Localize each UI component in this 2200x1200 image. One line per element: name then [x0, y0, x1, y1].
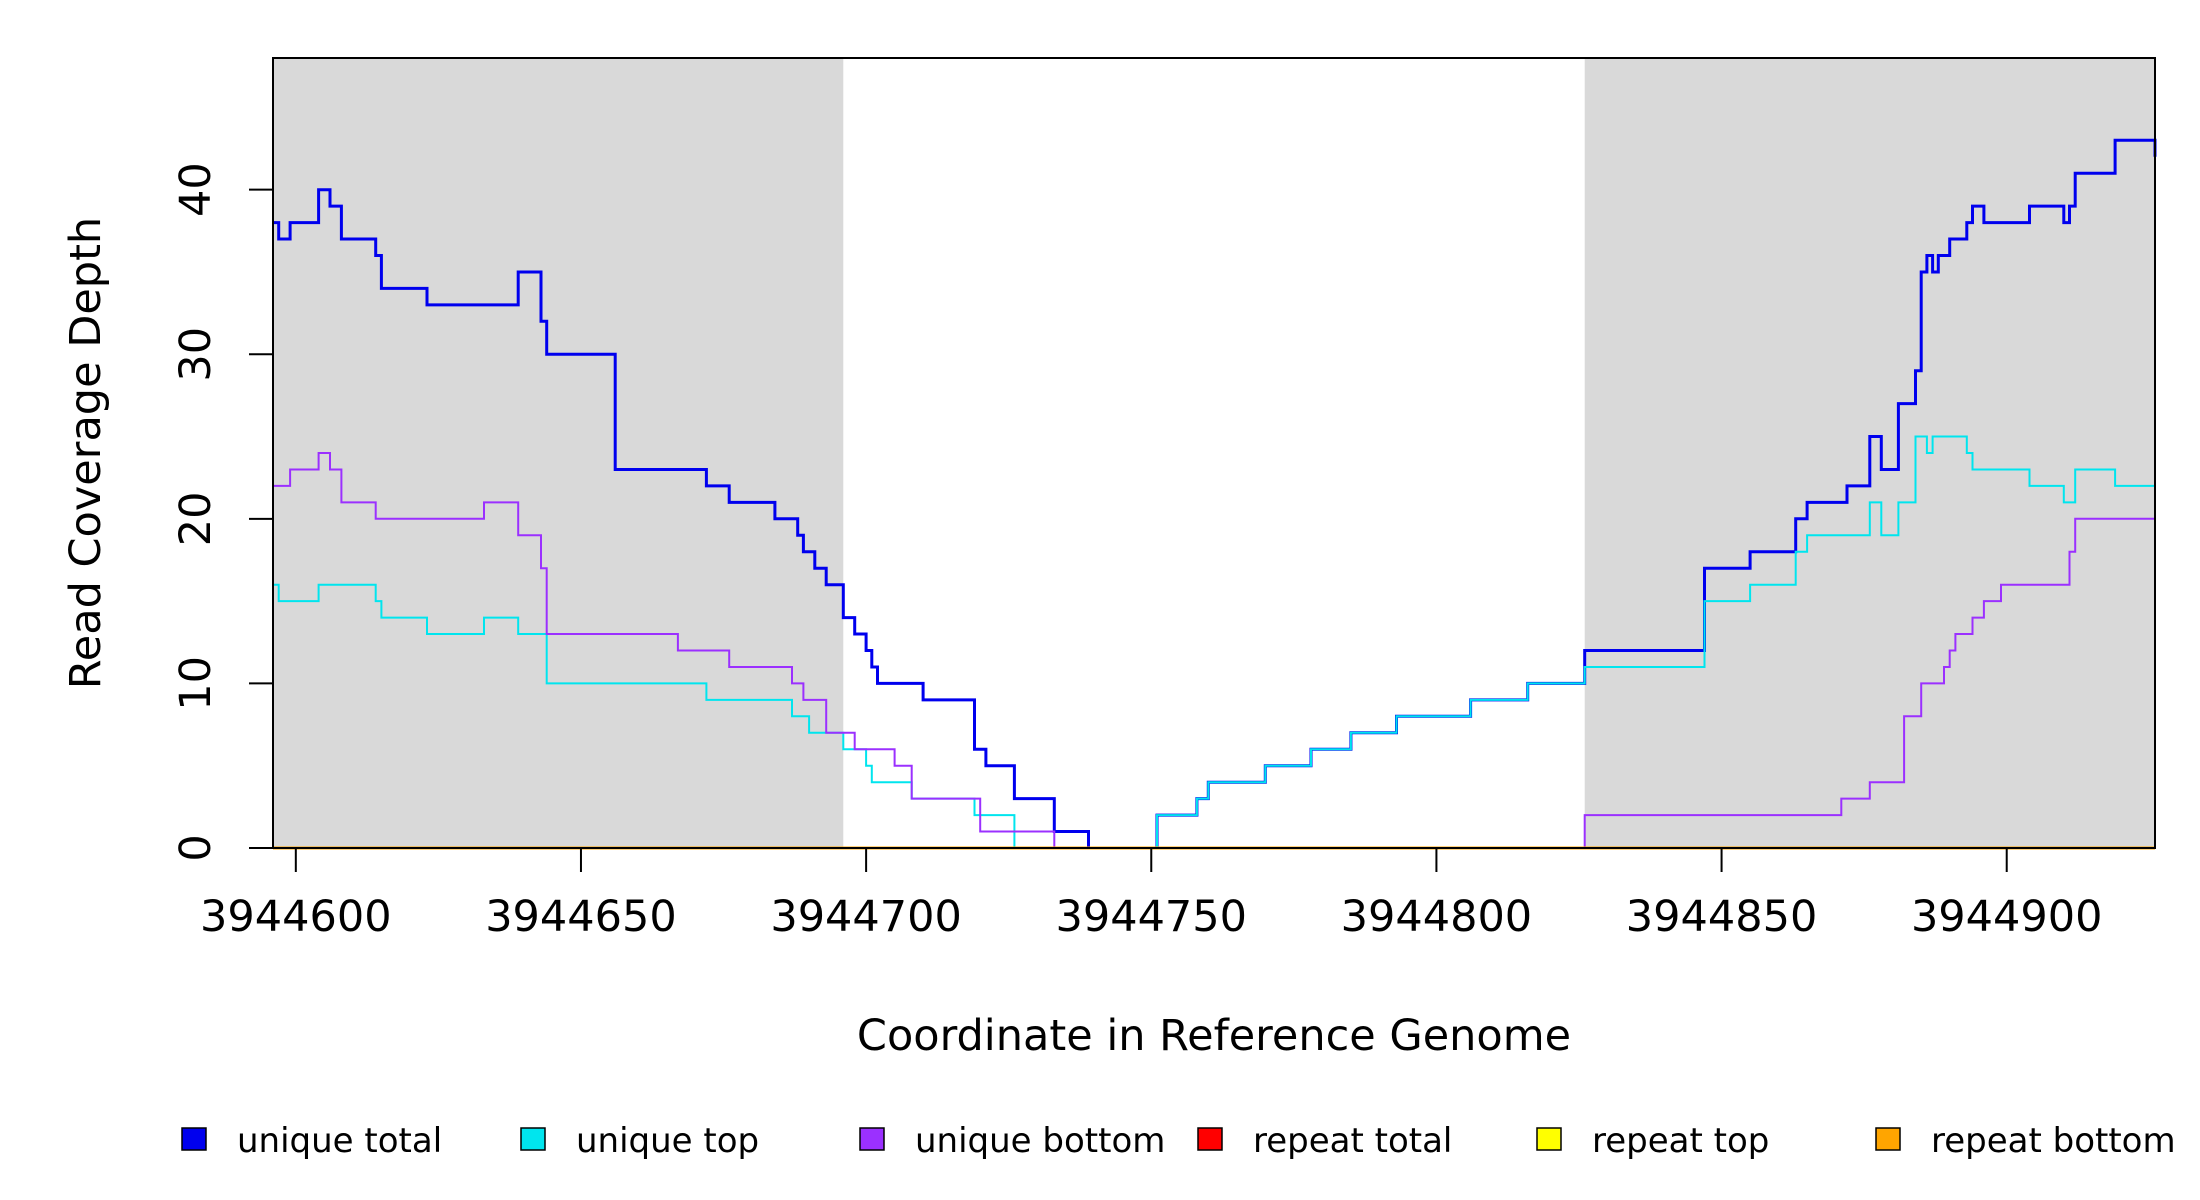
- legend-swatch: [1536, 1127, 1562, 1151]
- y-tick-label: 20: [171, 491, 221, 546]
- x-tick-label: 3944800: [1341, 892, 1533, 942]
- legend-label: repeat top: [1592, 1121, 1769, 1161]
- legend-label: unique bottom: [915, 1121, 1165, 1161]
- x-tick-label: 3944600: [200, 892, 392, 942]
- y-axis: 0 10 20 30 40: [171, 162, 273, 862]
- x-tick-label: 3944700: [770, 892, 962, 942]
- legend-label: repeat total: [1253, 1121, 1452, 1161]
- shaded-regions: [273, 58, 2155, 848]
- legend-label: unique total: [237, 1121, 442, 1161]
- legend-swatch: [181, 1127, 207, 1151]
- x-axis-label: Coordinate in Reference Genome: [857, 1011, 1571, 1061]
- x-tick-label: 3944900: [1911, 892, 2103, 942]
- legend-swatch: [859, 1127, 885, 1151]
- x-axis: 3944600 3944650 3944700 3944750 3944800 39448…: [200, 848, 2102, 942]
- y-tick-label: 30: [171, 327, 221, 382]
- shaded-region-1: [273, 58, 844, 848]
- y-tick-label: 10: [171, 656, 221, 711]
- legend-label: repeat bottom: [1931, 1121, 2176, 1161]
- x-tick-label: 3944850: [1626, 892, 1818, 942]
- series-line-unique-top: [273, 435, 2155, 849]
- legend-label: unique top: [576, 1121, 759, 1161]
- y-tick-label: 0: [171, 834, 221, 861]
- plot-frame: [272, 57, 2156, 849]
- legend: unique total unique top unique bottom repea…: [181, 1121, 2176, 1161]
- legend-swatch: [1875, 1127, 1901, 1151]
- series-line-unique-bottom: [273, 452, 2155, 849]
- legend-swatch: [520, 1127, 546, 1151]
- y-tick-label: 40: [171, 162, 221, 217]
- x-tick-label: 3944650: [485, 892, 677, 942]
- legend-swatch: [1197, 1127, 1223, 1151]
- y-axis-label: Read Coverage Depth: [61, 217, 111, 689]
- x-tick-label: 3944750: [1056, 892, 1248, 942]
